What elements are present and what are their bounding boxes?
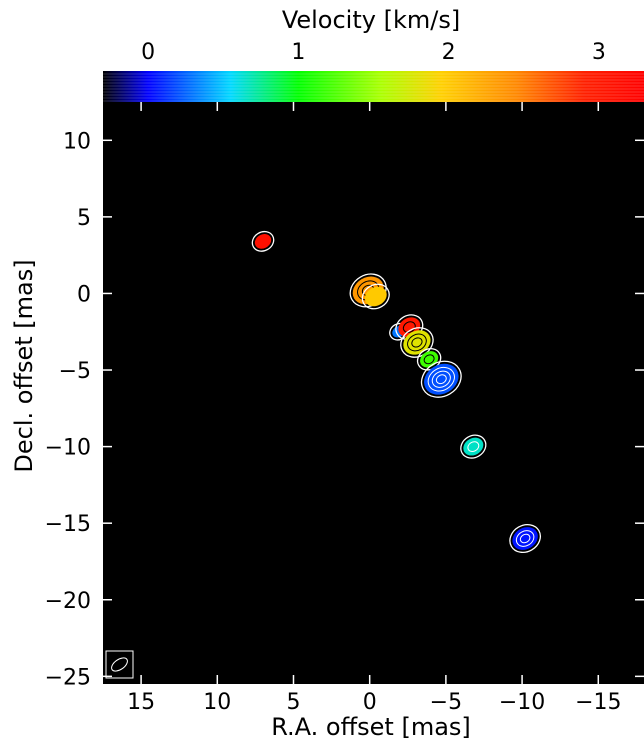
- y-tick-label: −20: [45, 589, 91, 614]
- y-tick-label: 5: [77, 206, 91, 231]
- beam-ellipse: [105, 650, 134, 679]
- x-tick-label: −5: [430, 690, 462, 715]
- spot-outer-contour: [361, 283, 390, 310]
- spot-outer-contour: [251, 230, 275, 252]
- maser-spot: [509, 523, 541, 554]
- beam-shape: [111, 657, 128, 672]
- spot-contour: [407, 333, 427, 352]
- spot-outer-contour: [420, 360, 462, 398]
- colorbar-lines: [103, 73, 644, 102]
- spot-contour: [431, 370, 451, 388]
- colorbar-tick-label: 1: [291, 40, 305, 65]
- spot-contour: [411, 337, 423, 348]
- spot-contour: [402, 321, 416, 333]
- x-tick-label: 10: [203, 690, 231, 715]
- maser-spot: [420, 360, 462, 398]
- spot-fill: [364, 286, 387, 307]
- spot-outer-contour: [509, 523, 541, 554]
- spot-contour: [423, 354, 435, 365]
- x-tick-label: 0: [363, 690, 377, 715]
- spot-contour: [427, 366, 455, 392]
- y-tick-label: −10: [45, 436, 91, 461]
- y-tick-label: −25: [45, 665, 91, 690]
- maser-spot: [361, 283, 390, 310]
- y-axis-ticks: 10 5 0 −5 −10 −15 −20 −25: [45, 129, 644, 690]
- x-tick-label: 5: [286, 690, 300, 715]
- x-tick-label: −15: [575, 690, 621, 715]
- colorbar-tick-label: 2: [442, 40, 456, 65]
- spot-fill: [403, 330, 431, 355]
- spot-outer-contour: [460, 434, 487, 459]
- x-axis-label: R.A. offset [mas]: [271, 713, 471, 741]
- y-tick-label: 10: [63, 129, 91, 154]
- x-axis-ticks: 15 10 5 0 −5 −10 −15: [127, 102, 622, 715]
- colorbar-tick-label: 0: [141, 40, 155, 65]
- spot-contour: [515, 530, 535, 547]
- y-tick-label: −15: [45, 512, 91, 537]
- colorbar-tick-label: 3: [592, 40, 606, 65]
- spot-contour: [435, 374, 447, 385]
- maser-spot: [460, 434, 487, 459]
- maser-spot: [251, 230, 275, 252]
- maser-spots: [251, 230, 541, 554]
- x-tick-label: 15: [127, 690, 155, 715]
- y-tick-label: −5: [59, 359, 91, 384]
- y-axis-label: Decl. offset [mas]: [10, 259, 38, 472]
- colorbar-label: Velocity [km/s]: [282, 6, 460, 34]
- spot-fill: [512, 527, 538, 550]
- maser-spot: [400, 327, 434, 358]
- spot-contour: [467, 441, 480, 452]
- colorbar: [103, 71, 644, 102]
- x-tick-label: −10: [499, 690, 545, 715]
- spot-fill: [254, 234, 272, 249]
- beam-box: [105, 650, 134, 679]
- plot-area: [103, 102, 644, 684]
- spot-fill: [463, 437, 484, 456]
- spot-contour: [519, 533, 531, 544]
- y-tick-label: 0: [77, 282, 91, 307]
